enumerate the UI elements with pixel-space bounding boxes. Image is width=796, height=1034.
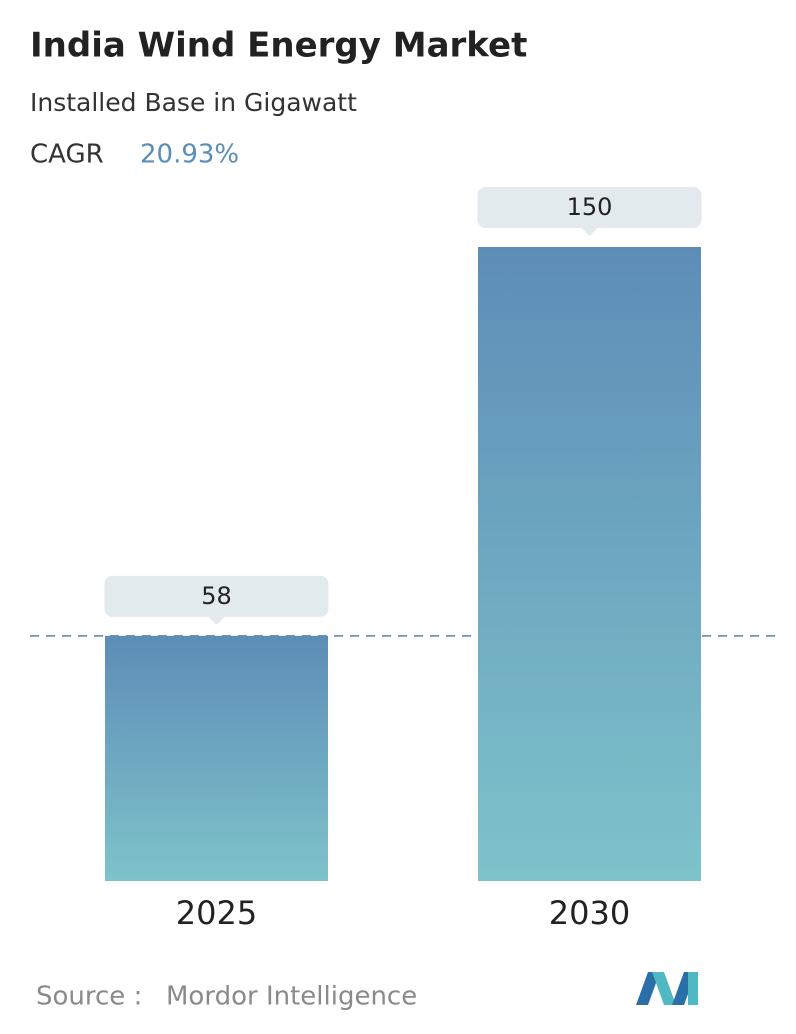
- chart-title: India Wind Energy Market: [30, 26, 527, 66]
- logo: [636, 972, 698, 1005]
- value-label-pointer: [208, 616, 225, 625]
- x-tick-label: 2025: [176, 894, 257, 932]
- x-tick-label: 2030: [549, 894, 630, 932]
- chart-subtitle: Installed Base in Gigawatt: [30, 88, 357, 117]
- bar: [105, 635, 328, 881]
- plot: 2025 58 2030 150: [30, 187, 782, 932]
- cagr-value: 20.93%: [140, 140, 239, 170]
- value-label-box: [477, 187, 702, 228]
- value-label: 150: [567, 193, 613, 221]
- bar: [478, 247, 701, 881]
- cagr-label: CAGR: [30, 140, 104, 170]
- source-label: Source :: [36, 982, 142, 1012]
- value-label: 58: [201, 582, 232, 610]
- source-name: Mordor Intelligence: [166, 982, 417, 1012]
- value-label-box: [104, 575, 329, 617]
- value-label-pointer: [581, 228, 598, 236]
